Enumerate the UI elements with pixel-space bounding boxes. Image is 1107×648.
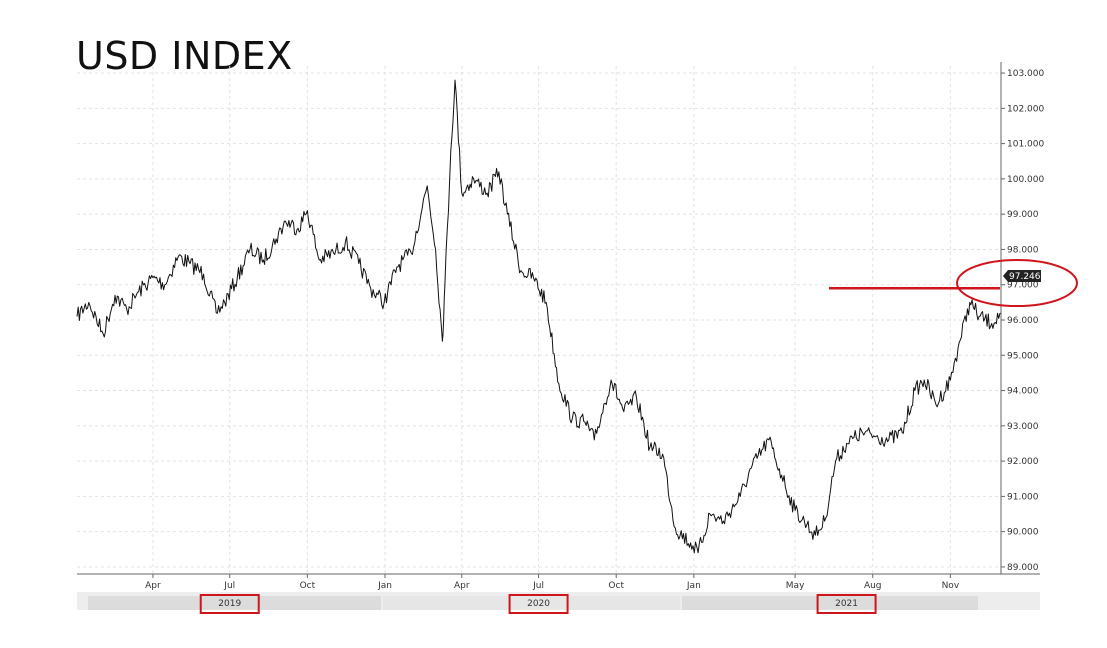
year-highlight-box bbox=[816, 594, 877, 614]
x-tick-label: Apr bbox=[454, 581, 470, 591]
year-label: 2020 bbox=[527, 599, 550, 609]
y-tick-label: 94.000 bbox=[1007, 387, 1039, 397]
y-tick-label: 97.000 bbox=[1007, 281, 1039, 291]
year-highlight-box bbox=[508, 594, 569, 614]
y-tick-label: 103.000 bbox=[1007, 69, 1044, 79]
y-tick-label: 89.000 bbox=[1007, 563, 1039, 573]
x-tick-label: Oct bbox=[608, 581, 624, 591]
navigator-band bbox=[88, 596, 381, 610]
last-value-label: 97.246 bbox=[1009, 272, 1041, 282]
x-tick-label: Jul bbox=[223, 581, 235, 591]
x-tick-label: Apr bbox=[145, 581, 161, 591]
year-label: 2019 bbox=[218, 599, 241, 609]
y-tick-label: 92.000 bbox=[1007, 457, 1039, 467]
y-tick-label: 93.000 bbox=[1007, 422, 1039, 432]
x-tick-label: Jul bbox=[532, 581, 544, 591]
chart-grid bbox=[77, 66, 1001, 574]
x-tick-label: Nov bbox=[942, 581, 960, 591]
x-tick-label: Oct bbox=[300, 581, 316, 591]
navigator-band bbox=[383, 596, 680, 610]
x-tick-label: May bbox=[786, 581, 805, 591]
y-tick-label: 96.000 bbox=[1007, 316, 1039, 326]
chart-title: USD INDEX bbox=[76, 34, 293, 78]
price-series[interactable] bbox=[76, 79, 1002, 554]
y-tick-label: 100.000 bbox=[1007, 175, 1044, 185]
navigator-band bbox=[682, 596, 978, 610]
chart-axes: 89.000 90.000 91.000 92.000 93.000 94.000 95.0… bbox=[77, 62, 1044, 610]
y-tick-label: 95.000 bbox=[1007, 351, 1039, 361]
last-value-badge bbox=[1003, 270, 1041, 283]
y-tick-label: 98.000 bbox=[1007, 245, 1039, 255]
highlight-ellipse bbox=[956, 259, 1078, 307]
y-tick-label: 91.000 bbox=[1007, 492, 1039, 502]
y-tick-label: 101.000 bbox=[1007, 140, 1044, 150]
y-tick-label: 90.000 bbox=[1007, 528, 1039, 538]
y-tick-label: 102.000 bbox=[1007, 104, 1044, 114]
year-highlight-box bbox=[199, 594, 260, 614]
x-tick-label: Jan bbox=[686, 581, 701, 591]
year-label: 2021 bbox=[835, 599, 858, 609]
annotations: 97.246 bbox=[199, 259, 1078, 614]
y-tick-label: 99.000 bbox=[1007, 210, 1039, 220]
x-tick-label: Jan bbox=[377, 581, 392, 591]
x-tick-label: Aug bbox=[864, 581, 882, 591]
series-line[interactable] bbox=[76, 79, 1002, 554]
